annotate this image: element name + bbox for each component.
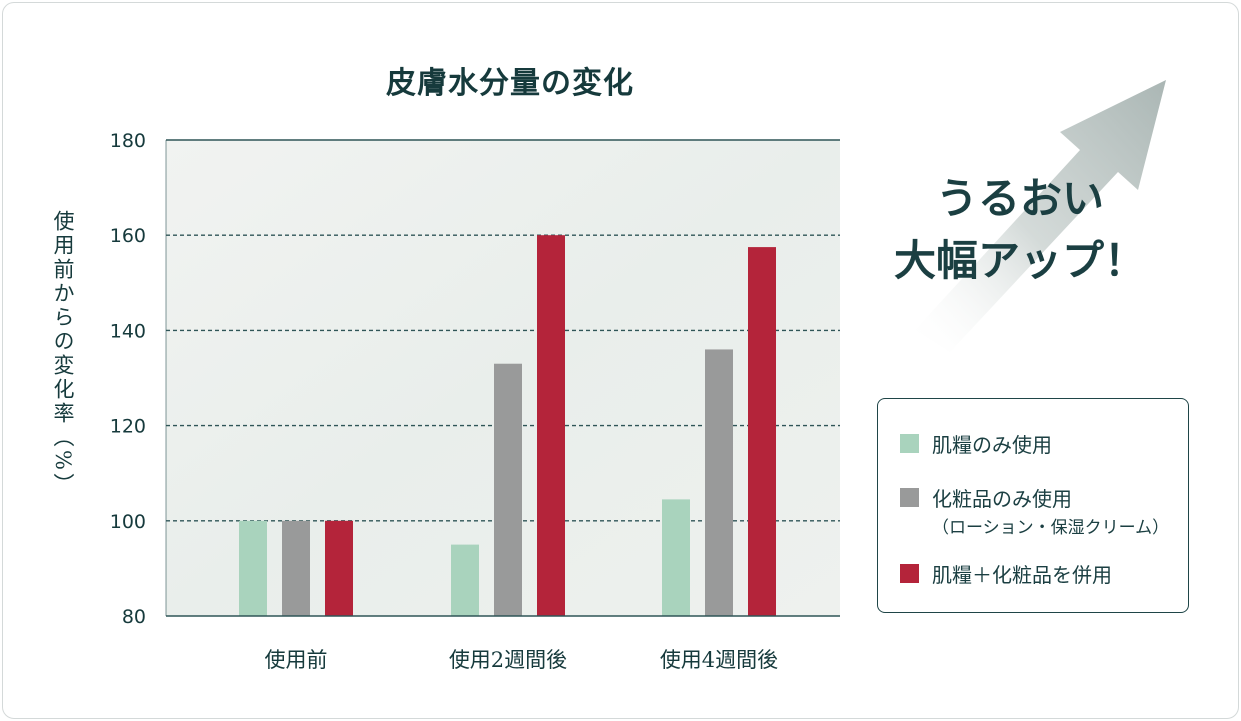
legend: 肌糧のみ使用 化粧品のみ使用 （ローション・保湿クリーム） 肌糧＋化粧品を併用 bbox=[877, 398, 1189, 613]
legend-sublabel: （ローション・保湿クリーム） bbox=[932, 518, 1170, 538]
legend-swatch bbox=[900, 434, 919, 453]
legend-label: 肌糧のみ使用 bbox=[932, 433, 1052, 457]
chart-title: 皮膚水分量の変化 bbox=[386, 66, 634, 101]
legend-label: 肌糧＋化粧品を併用 bbox=[932, 563, 1112, 587]
y-tick-label: 80 bbox=[122, 606, 146, 628]
bar bbox=[705, 349, 733, 616]
y-axis-label: 使用前からの変化率（%） bbox=[51, 210, 75, 497]
bar bbox=[282, 520, 310, 616]
bar bbox=[239, 520, 267, 616]
x-tick-label: 使用2週間後 bbox=[449, 648, 567, 672]
x-tick-label: 使用4週間後 bbox=[660, 648, 778, 672]
bar bbox=[537, 235, 565, 616]
legend-swatch bbox=[900, 488, 919, 507]
annotation-line-2: 大幅アップ！ bbox=[893, 236, 1146, 285]
bar bbox=[494, 363, 522, 616]
y-tick-label: 120 bbox=[110, 416, 146, 438]
y-tick-label: 140 bbox=[110, 320, 146, 342]
bar bbox=[662, 499, 690, 616]
annotation-line-1: うるおい bbox=[935, 174, 1104, 223]
bar bbox=[451, 544, 479, 616]
bar bbox=[748, 247, 776, 616]
legend-swatch bbox=[900, 564, 919, 583]
up-right-arrow-icon bbox=[915, 80, 1166, 352]
y-tick-label: 100 bbox=[110, 511, 146, 533]
annotation-text: うるおい 大幅アップ！ bbox=[880, 168, 1160, 292]
legend-label: 化粧品のみ使用 bbox=[932, 487, 1072, 511]
y-tick-label: 180 bbox=[110, 130, 146, 152]
y-tick-label: 160 bbox=[110, 225, 146, 247]
bar bbox=[325, 520, 353, 616]
x-tick-label: 使用前 bbox=[265, 648, 328, 672]
